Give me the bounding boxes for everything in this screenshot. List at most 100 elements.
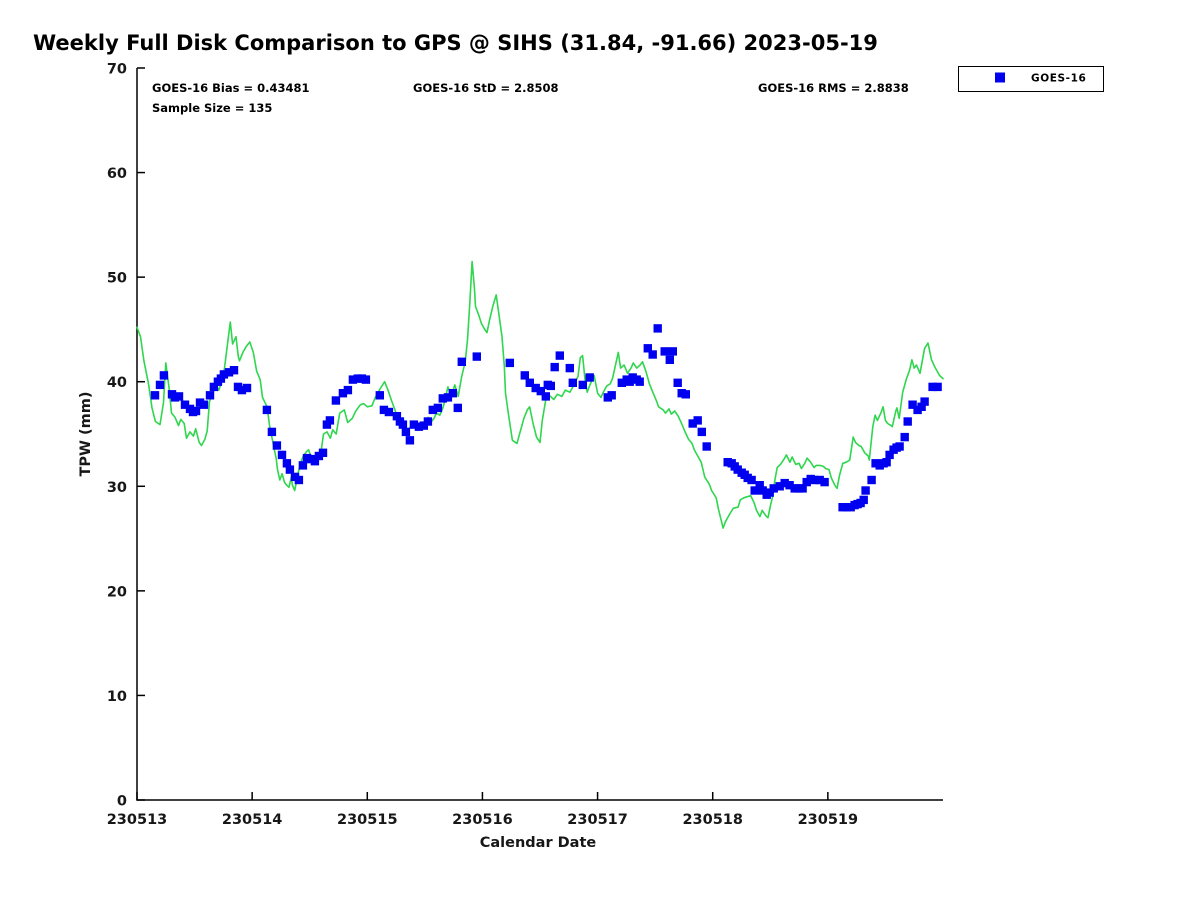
goes16-marker <box>895 442 904 451</box>
goes16-marker <box>199 400 209 409</box>
goes16-marker <box>635 377 644 386</box>
goes16-marker <box>933 382 942 392</box>
goes16-marker <box>423 417 433 426</box>
plot-area <box>136 260 944 529</box>
y-axis-label: TPW (mm) <box>78 391 94 476</box>
goes16-marker <box>338 389 348 398</box>
x-tick-label: 230516 <box>452 812 513 828</box>
goes16-marker <box>578 380 587 390</box>
x-axis-label: Calendar Date <box>480 835 597 851</box>
goes16-marker <box>541 392 550 401</box>
goes16-marker <box>555 351 564 360</box>
goes16-marker <box>282 459 292 468</box>
goes16-marker <box>155 380 165 390</box>
goes16-marker <box>531 383 540 393</box>
goes16-marker <box>224 368 234 377</box>
x-tick-label: 230517 <box>567 812 628 828</box>
goes16-marker <box>401 427 411 437</box>
goes16-marker <box>755 481 764 490</box>
goes16-marker <box>405 436 415 445</box>
goes16-marker <box>150 391 160 400</box>
goes16-marker <box>861 486 870 495</box>
goes16-marker <box>343 385 353 395</box>
goes16-marker <box>653 324 662 333</box>
y-tick-label: 10 <box>107 689 127 705</box>
goes16-marker <box>331 396 341 405</box>
goes16-marker <box>443 393 453 402</box>
goes16-marker <box>568 378 577 387</box>
legend-box <box>958 66 1104 92</box>
goes16-marker <box>747 475 756 485</box>
goes16-marker <box>409 420 419 429</box>
goes16-marker <box>681 390 690 399</box>
goes16-marker <box>643 344 652 353</box>
goes16-marker <box>428 405 437 415</box>
goes16-marker <box>859 495 868 505</box>
legend-marker-goes16-icon <box>995 72 1005 83</box>
axis-spines <box>136 68 943 801</box>
y-tick-label: 40 <box>107 375 127 391</box>
goes16-marker <box>237 385 247 395</box>
goes16-marker <box>414 422 424 431</box>
chart-title: Weekly Full Disk Comparison to GPS @ SIH… <box>33 31 878 55</box>
goes16-marker <box>285 465 295 474</box>
y-tick-label: 50 <box>107 271 127 287</box>
goes16-marker <box>917 402 926 411</box>
goes16-marker <box>180 400 190 409</box>
goes16-marker <box>277 450 287 460</box>
goes16-marker <box>775 482 784 491</box>
goes16-marker <box>525 378 534 387</box>
goes16-marker <box>392 412 402 421</box>
goes16-marker <box>617 378 626 387</box>
goes16-marker <box>903 417 912 426</box>
y-tick-label: 0 <box>117 794 127 810</box>
goes16-marker <box>219 370 229 379</box>
legend-label-goes16: GOES-16 <box>1031 73 1086 85</box>
goes16-marker <box>697 427 706 437</box>
goes16-marker <box>536 386 545 396</box>
goes16-marker <box>310 457 320 466</box>
goes16-marker <box>520 371 529 380</box>
goes16-marker <box>453 403 462 413</box>
goes16-marker <box>398 420 408 429</box>
y-tick-label: 60 <box>107 166 127 182</box>
goes16-marker <box>815 475 824 485</box>
goes16-marker <box>867 475 876 485</box>
goes16-marker <box>928 382 937 392</box>
goes16-marker <box>379 405 389 415</box>
goes16-marker <box>298 461 308 470</box>
goes16-marker <box>375 391 384 400</box>
goes16-marker <box>900 432 909 442</box>
x-tick-label: 230514 <box>222 812 283 828</box>
y-tick-label: 70 <box>107 62 127 78</box>
goes16-marker <box>325 416 335 425</box>
goes16-marker <box>174 392 184 401</box>
goes16-marker <box>769 484 778 493</box>
goes16-marker <box>191 406 201 416</box>
goes16-marker <box>361 375 371 384</box>
goes16-marker <box>348 375 358 384</box>
goes16-marker <box>384 407 394 417</box>
goes16-marker <box>448 389 457 398</box>
goes16-marker <box>665 355 674 364</box>
goes16-marker <box>457 357 466 366</box>
goes16-marker <box>882 458 891 467</box>
goes16-marker <box>607 391 616 400</box>
goes16-marker <box>229 366 239 375</box>
stat-rms: GOES-16 RMS = 2.8838 <box>758 81 909 95</box>
goes16-marker <box>780 478 789 488</box>
goes16-marker <box>242 383 252 393</box>
x-tick-label: 230519 <box>798 812 859 828</box>
goes16-marker <box>272 441 282 450</box>
x-tick-label: 230518 <box>682 812 743 828</box>
goes16-marker <box>209 382 219 392</box>
stat-sample-size: Sample Size = 135 <box>152 101 272 115</box>
goes16-marker <box>625 377 634 386</box>
goes16-marker <box>820 477 829 487</box>
stat-bias: GOES-16 Bias = 0.43481 <box>152 81 309 95</box>
x-tick-label: 230515 <box>337 812 398 828</box>
goes16-marker <box>262 405 272 415</box>
goes16-marker <box>798 484 807 493</box>
goes16-marker <box>267 427 277 437</box>
